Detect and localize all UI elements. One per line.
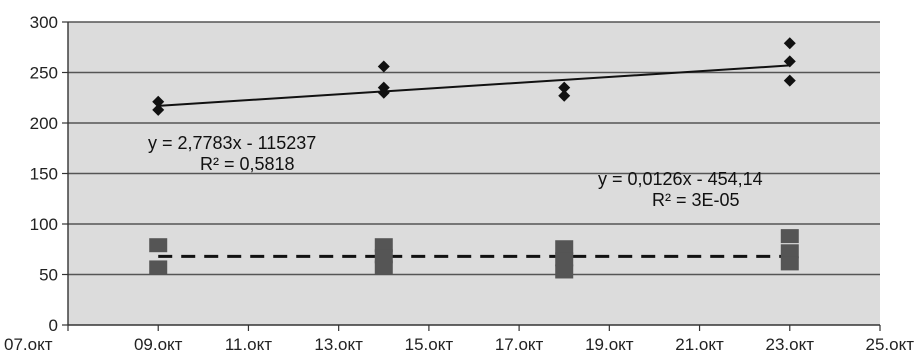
trendlines	[158, 64, 790, 258]
x-tick-label: 19.окт	[585, 335, 634, 354]
x-tick-label: 23.окт	[766, 335, 815, 354]
data-points	[149, 37, 799, 279]
trendline-1	[158, 64, 790, 107]
data-point-diamond	[152, 103, 165, 116]
data-point-square	[555, 252, 574, 267]
data-point-square	[374, 249, 393, 264]
trendline-equation-2: y = 0,0126x - 454,14	[598, 169, 763, 189]
y-tick-label: 300	[30, 13, 58, 32]
data-point-square	[149, 238, 168, 253]
trendline-r2-2: R² = 3E-05	[652, 190, 740, 210]
y-tick-label: 0	[49, 316, 58, 335]
data-point-square	[780, 244, 799, 259]
data-point-square	[374, 260, 393, 275]
data-point-square	[555, 240, 574, 255]
data-point-square	[374, 238, 393, 253]
gridlines	[68, 21, 880, 276]
x-tick-label: 13.окт	[314, 335, 363, 354]
data-point-diamond	[783, 74, 796, 87]
x-tick-label: 25.окт	[865, 335, 914, 354]
x-tick-label: 09.окт	[134, 335, 183, 354]
x-tick-label: 15.окт	[405, 335, 454, 354]
trendline-equation-1: y = 2,7783x - 115237	[148, 133, 316, 153]
x-axis-ticks: 07.окт 09.окт 11.окт 13.окт 15.окт 17.окт 19.о…	[4, 325, 914, 354]
y-tick-label: 50	[39, 266, 58, 285]
y-tick-label: 200	[30, 114, 58, 133]
data-point-diamond	[783, 37, 796, 50]
data-point-square	[149, 260, 168, 275]
trendline-r2-1: R² = 0,5818	[200, 154, 295, 174]
data-point-diamond	[152, 95, 165, 108]
x-tick-label: 17.окт	[495, 335, 544, 354]
data-point-diamond	[783, 55, 796, 68]
y-tick-label: 150	[30, 165, 58, 184]
data-point-diamond	[558, 89, 571, 102]
data-point-square	[780, 229, 799, 244]
data-point-square	[555, 264, 574, 279]
y-tick-label: 100	[30, 215, 58, 234]
data-point-diamond	[377, 60, 390, 73]
data-point-diamond	[377, 86, 390, 99]
data-point-square	[780, 256, 799, 271]
x-tick-label: 07.окт	[4, 335, 53, 354]
x-tick-label: 21.окт	[675, 335, 724, 354]
y-axis-ticks: 0 50 100 150 200 250 300	[30, 13, 68, 335]
x-tick-label: 11.окт	[225, 335, 272, 354]
y-tick-label: 250	[30, 64, 58, 83]
data-point-diamond	[558, 81, 571, 94]
